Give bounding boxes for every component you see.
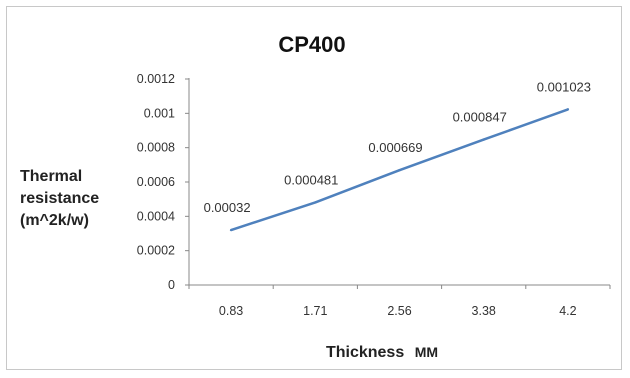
y-axis-label-line-3: (m^2k/w) <box>20 212 89 229</box>
data-label: 0.000847 <box>453 110 507 125</box>
data-label: 0.000669 <box>368 140 422 155</box>
data-point <box>566 108 570 111</box>
y-tick-label: 0.0008 <box>137 141 175 155</box>
y-tick-label: 0.0004 <box>137 209 175 223</box>
x-axis-label: Thickness MM <box>326 344 438 361</box>
x-axis-label-main: Thickness <box>326 344 404 361</box>
y-tick-label: 0.001 <box>144 106 175 120</box>
x-tick-group: 0.83 1.71 2.56 3.38 4.2 <box>188 285 611 318</box>
data-label: 0.001023 <box>537 79 591 94</box>
data-label: 0.00032 <box>204 200 251 215</box>
data-label-group: 0.00032 0.000481 0.000669 0.000847 0.001023 <box>204 79 591 215</box>
y-axis-label-line-1: Thermal <box>20 168 82 185</box>
y-tick-label: 0.0002 <box>137 244 175 258</box>
y-tick-label: 0.0012 <box>137 72 175 86</box>
series-group <box>229 108 570 232</box>
x-tick-label: 1.71 <box>303 304 327 318</box>
y-axis-label-line-2: resistance <box>20 190 99 207</box>
x-tick-label: 2.56 <box>387 304 411 318</box>
y-tick-label: 0.0006 <box>137 175 175 189</box>
y-tick-label: 0 <box>168 278 175 292</box>
data-point <box>229 228 233 232</box>
x-tick-label: 3.38 <box>472 304 496 318</box>
x-axis-label-unit: MM <box>415 344 438 360</box>
chart-title: CP400 <box>278 32 345 57</box>
data-point <box>482 138 485 141</box>
x-tick-label: 0.83 <box>219 304 243 318</box>
data-label: 0.000481 <box>284 172 338 187</box>
chart-frame <box>6 6 622 370</box>
y-tick-group: 0 0.0002 0.0004 0.0006 0.0008 0.001 0.0012 <box>137 72 189 292</box>
x-tick-label: 4.2 <box>559 304 576 318</box>
data-point <box>314 201 317 204</box>
data-point <box>398 168 401 172</box>
